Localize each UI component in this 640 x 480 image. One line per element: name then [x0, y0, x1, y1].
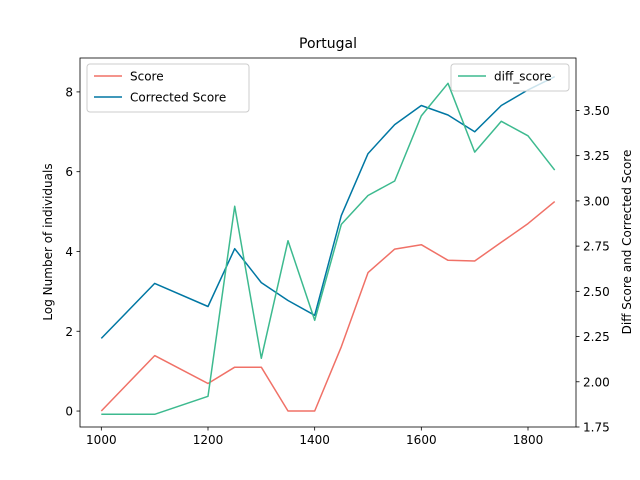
series-line-1 — [100, 76, 556, 339]
y2-tick-label: 3.25 — [583, 149, 610, 163]
legend-label: diff_score — [494, 70, 551, 84]
y-tick-label: 6 — [65, 165, 73, 179]
y2-tick-label: 2.75 — [583, 240, 610, 254]
y2-tick-label: 2.00 — [583, 375, 610, 389]
y-tick-label: 2 — [65, 325, 73, 339]
legend-box — [450, 63, 570, 92]
series-line-0 — [100, 201, 556, 412]
series-line-2 — [101, 82, 556, 416]
y2-tick-label: 2.25 — [583, 330, 610, 344]
x-tick-label: 1000 — [86, 433, 117, 447]
x-tick-label: 1200 — [193, 433, 224, 447]
legend-left: Score Corrected Score — [86, 63, 250, 113]
plot-frame — [79, 57, 577, 428]
x-tick-label: 1800 — [513, 433, 544, 447]
y2-tick-label: 1.75 — [583, 421, 610, 435]
legend-box — [86, 63, 250, 113]
legend-label: Score — [130, 70, 164, 84]
y-axis-label: Log Number of individuals — [41, 163, 55, 320]
y-tick-label: 8 — [65, 85, 73, 99]
series-layer — [100, 76, 556, 416]
axes-layer: 1000 1200 1400 1600 1800 0 2 4 6 8 1.75 2.00 2.25 2.5… — [65, 57, 610, 447]
x-tick-label: 1400 — [299, 433, 330, 447]
legend-label: Corrected Score — [130, 91, 226, 105]
x-tick-label: 1600 — [406, 433, 437, 447]
y2-tick-label: 2.50 — [583, 285, 610, 299]
chart-title: Portugal — [299, 36, 357, 52]
y2-tick-label: 3.50 — [583, 104, 610, 118]
y2-axis-label: Diff Score and Corrected Score — [620, 150, 634, 335]
legend-right: diff_score — [450, 63, 570, 92]
y2-tick-label: 3.00 — [583, 194, 610, 208]
y-tick-label: 0 — [65, 405, 73, 419]
y-tick-label: 4 — [65, 245, 73, 259]
